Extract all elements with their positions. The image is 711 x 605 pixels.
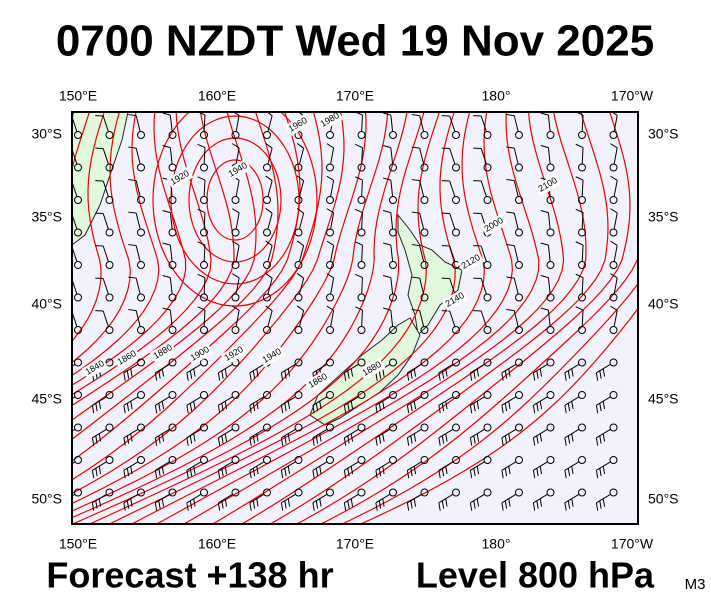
lat-label-right: 50°S: [648, 491, 679, 507]
lon-label-top: 160°E: [198, 88, 236, 104]
title: 0700 NZDT Wed 19 Nov 2025: [56, 17, 654, 66]
lat-label-left: 40°S: [31, 296, 62, 312]
barb-feather: [64, 371, 65, 379]
barb-feather: [68, 466, 69, 474]
lon-label-top: 170°E: [336, 88, 374, 104]
barb-feather: [61, 470, 62, 478]
lon-label-bottom: 170°W: [611, 536, 654, 552]
lon-label-bottom: 150°E: [59, 536, 97, 552]
barb-feather: [61, 438, 62, 446]
barb-feather: [64, 468, 65, 476]
lon-label-top: 180°: [482, 88, 511, 104]
contour: [0, 100, 58, 600]
lat-label-right: 35°S: [648, 209, 679, 225]
barb-feather: [68, 401, 69, 409]
lon-label-top: 170°W: [611, 88, 654, 104]
lon-label-bottom: 170°E: [336, 536, 374, 552]
level-label: Level 800 hPa: [416, 555, 655, 596]
barb-feather: [64, 501, 65, 509]
lat-label-left: 35°S: [31, 209, 62, 225]
barb-feather: [64, 403, 65, 411]
forecast-label: Forecast +138 hr: [46, 555, 333, 596]
lon-label-bottom: 160°E: [198, 536, 236, 552]
lat-label-right: 40°S: [648, 296, 679, 312]
barb-feather: [68, 434, 69, 442]
model-label: M3: [685, 576, 706, 593]
lon-label-top: 150°E: [59, 88, 97, 104]
lat-label-right: 45°S: [648, 391, 679, 407]
lon-label-bottom: 180°: [482, 536, 511, 552]
barb-feather: [61, 373, 62, 381]
lat-label-right: 30°S: [648, 126, 679, 142]
barb-feather: [68, 369, 69, 377]
lat-label-left: 45°S: [31, 391, 62, 407]
lat-label-left: 50°S: [31, 491, 62, 507]
lat-label-left: 30°S: [31, 126, 62, 142]
barb-feather: [64, 436, 65, 444]
barb-feather: [68, 499, 69, 507]
contour: [0, 100, 76, 600]
